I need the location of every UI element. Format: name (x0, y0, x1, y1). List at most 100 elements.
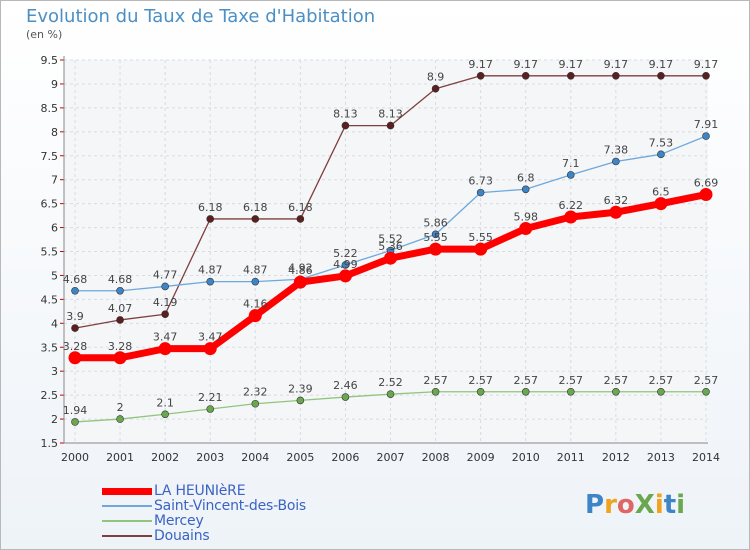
data-label: 2.57 (423, 374, 448, 387)
data-label: 2.57 (559, 374, 584, 387)
data-point (248, 309, 262, 323)
data-point (341, 261, 350, 269)
x-tick-label: 2000 (61, 451, 89, 464)
data-label: 6.22 (559, 199, 584, 212)
y-tick-label: 6.5 (41, 198, 59, 211)
data-label: 2.32 (243, 386, 268, 399)
data-point (116, 286, 124, 295)
data-point (341, 393, 350, 401)
data-label: 3.28 (108, 340, 133, 353)
x-tick-label: 2007 (377, 451, 405, 464)
data-point (113, 351, 127, 365)
y-tick-label: 6 (51, 222, 58, 235)
data-label: 5.52 (378, 233, 403, 246)
data-point (476, 71, 485, 80)
data-point (71, 286, 79, 295)
data-label: 5.55 (468, 231, 493, 244)
proxiti-logo: ProXiti (585, 490, 686, 520)
data-point (296, 396, 305, 405)
data-label: 7.38 (604, 143, 629, 156)
y-tick-label: 9 (51, 78, 58, 91)
data-label: 4.87 (243, 264, 268, 277)
data-point (384, 251, 397, 265)
data-point (657, 387, 665, 396)
data-point (521, 185, 530, 194)
data-point (702, 71, 710, 80)
data-label: 6.18 (198, 201, 223, 214)
data-label: 4.07 (108, 302, 133, 315)
data-point (609, 205, 623, 219)
data-point (702, 132, 710, 140)
data-label: 9.17 (559, 58, 584, 71)
data-label: 2.57 (468, 374, 493, 387)
data-label: 5.98 (513, 211, 538, 224)
data-point (476, 387, 485, 396)
data-point (566, 171, 575, 179)
data-point (251, 399, 260, 408)
y-tick-label: 7 (51, 174, 58, 187)
data-label: 4.87 (198, 264, 223, 277)
y-tick-label: 5.5 (41, 246, 59, 259)
data-label: 5.86 (423, 216, 448, 229)
data-label: 5.55 (423, 231, 448, 244)
x-tick-label: 2010 (512, 451, 540, 464)
data-label: 3.28 (63, 340, 88, 353)
data-point (657, 150, 665, 159)
data-label: 2.1 (156, 396, 174, 409)
data-label: 5.22 (333, 247, 358, 260)
data-point (612, 157, 620, 166)
legend-label: Mercey (154, 513, 204, 529)
data-label: 6.18 (243, 201, 268, 214)
data-label: 9.17 (513, 58, 538, 71)
data-label: 6.69 (694, 177, 719, 190)
data-point (566, 387, 575, 396)
data-point (161, 310, 169, 319)
x-tick-label: 2011 (557, 451, 585, 464)
data-point (429, 242, 443, 256)
x-tick-label: 2014 (692, 451, 720, 464)
data-point (116, 316, 124, 324)
data-label: 4.92 (288, 261, 313, 274)
data-label: 7.91 (694, 118, 719, 131)
data-point (293, 275, 307, 289)
y-tick-label: 2 (51, 413, 58, 426)
data-label: 4.77 (153, 268, 178, 281)
data-point (71, 418, 79, 426)
data-point (251, 215, 260, 223)
x-tick-label: 2008 (422, 451, 450, 464)
data-point (521, 71, 530, 80)
data-label: 2.39 (288, 382, 313, 395)
data-point (519, 222, 533, 236)
data-label: 8.9 (427, 71, 445, 84)
data-point (521, 387, 530, 396)
x-tick-label: 2009 (467, 451, 495, 464)
data-point (203, 342, 217, 356)
data-label: 2.57 (694, 374, 719, 387)
data-label: 6.8 (517, 171, 535, 184)
data-point (431, 84, 440, 93)
x-tick-label: 2013 (647, 451, 675, 464)
data-label: 6.32 (604, 194, 629, 207)
data-label: 1.94 (63, 404, 88, 417)
data-label: 4.16 (243, 298, 268, 311)
data-point (161, 282, 169, 291)
y-tick-label: 4 (51, 317, 58, 330)
y-tick-label: 5 (51, 269, 58, 282)
data-point (612, 387, 620, 396)
data-point (338, 269, 352, 283)
data-point (116, 415, 124, 423)
data-label: 2.57 (604, 374, 629, 387)
data-label: 3.47 (198, 331, 223, 344)
data-label: 4.68 (63, 273, 88, 286)
y-tick-label: 8.5 (41, 102, 59, 115)
data-point (564, 210, 578, 224)
data-point (612, 71, 620, 80)
data-label: 2.57 (513, 374, 538, 387)
data-label: 5.36 (378, 240, 403, 253)
data-label: 2.46 (333, 379, 358, 392)
x-tick-label: 2001 (106, 451, 134, 464)
data-point (566, 71, 575, 80)
data-point (431, 387, 440, 396)
data-point (476, 188, 485, 197)
